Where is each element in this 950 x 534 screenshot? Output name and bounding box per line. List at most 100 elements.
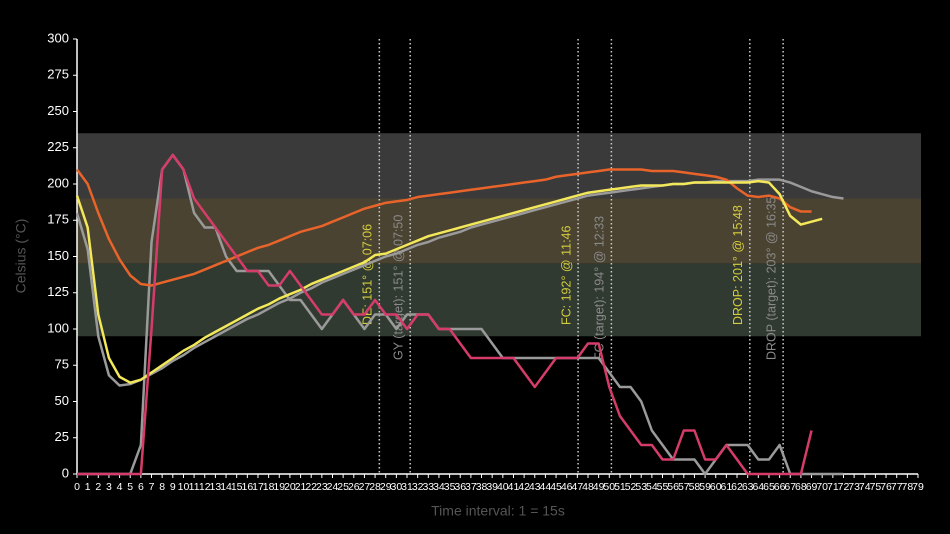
x-tick-label: 79	[912, 481, 924, 493]
x-tick-label: 57	[678, 481, 690, 493]
x-tick-label: 64	[752, 481, 764, 493]
x-tick-label: 6	[138, 481, 144, 493]
series-line	[75, 168, 812, 287]
x-tick-label: 38	[476, 481, 488, 493]
x-tick-label: 37	[465, 481, 477, 493]
x-tick-label: 68	[795, 481, 807, 493]
annotation-label: DROP: 201° @ 15:48	[731, 205, 745, 325]
x-tick-label: 33	[422, 481, 434, 493]
x-tick-label: 7	[149, 481, 155, 493]
x-tick-label: 61	[721, 481, 733, 493]
x-tick-label: 60	[710, 481, 722, 493]
x-tick-label: 5	[127, 481, 133, 493]
x-tick-label: 72	[838, 481, 850, 493]
x-axis-title: Time interval: 1 = 15s	[431, 503, 565, 519]
x-tick-label: 21	[295, 481, 307, 493]
y-tick-label: 50	[55, 393, 69, 408]
y-tick-label: 125	[47, 284, 69, 299]
annotation-label: DROP (target): 203° @ 16:35	[764, 197, 778, 360]
x-tick-label: 34	[433, 481, 445, 493]
y-tick-label: 150	[47, 248, 69, 263]
x-tick-label: 67	[784, 481, 796, 493]
x-tick-label: 28	[369, 481, 381, 493]
x-tick-label: 25	[337, 481, 349, 493]
x-tick-label: 8	[159, 481, 165, 493]
range-band	[77, 263, 921, 337]
x-tick-label: 48	[582, 481, 594, 493]
x-tick-label: 66	[774, 481, 786, 493]
y-tick-label: 100	[47, 320, 69, 335]
x-tick-label: 53	[635, 481, 647, 493]
x-tick-label: 63	[742, 481, 754, 493]
x-tick-label: 78	[902, 481, 914, 493]
range-band	[77, 133, 921, 199]
x-tick-label: 49	[593, 481, 605, 493]
x-tick-label: 52	[625, 481, 637, 493]
series-line	[75, 179, 823, 384]
x-tick-label: 2	[95, 481, 101, 493]
x-tick-label: 46	[561, 481, 573, 493]
x-tick-label: 42	[518, 481, 530, 493]
x-tick-label: 69	[806, 481, 818, 493]
x-tick-label: 39	[486, 481, 498, 493]
x-tick-label: 19	[273, 481, 285, 493]
x-tick-label: 14	[220, 481, 232, 493]
annotation-label: GY (target): 151° @ 07:50	[392, 215, 406, 360]
x-tick-label: 51	[614, 481, 626, 493]
x-tick-label: 59	[699, 481, 711, 493]
x-tick-label: 16	[241, 481, 253, 493]
x-tick-label: 40	[497, 481, 509, 493]
y-tick-label: 75	[55, 357, 69, 372]
x-tick-label: 45	[550, 481, 562, 493]
y-tick-label: 300	[47, 30, 69, 45]
x-tick-label: 11	[189, 481, 200, 493]
x-tick-label: 1	[85, 481, 91, 493]
x-tick-label: 9	[170, 481, 176, 493]
x-tick-label: 75	[870, 481, 882, 493]
x-tick-label: 44	[540, 481, 552, 493]
y-tick-label: 200	[47, 175, 69, 190]
x-tick-label: 58	[689, 481, 701, 493]
y-tick-label: 225	[47, 139, 69, 154]
annotation-label: FC: 192° @ 11:46	[559, 226, 573, 325]
x-tick-label: 65	[763, 481, 775, 493]
x-tick-label: 73	[848, 481, 860, 493]
x-tick-label: 30	[391, 481, 403, 493]
x-tick-label: 15	[231, 481, 243, 493]
series-line	[75, 178, 844, 387]
x-tick-label: 36	[454, 481, 466, 493]
y-tick-label: 0	[62, 465, 69, 480]
x-tick-label: 3	[106, 481, 112, 493]
y-tick-label: 250	[47, 103, 69, 118]
x-tick-label: 77	[891, 481, 903, 493]
x-tick-label: 54	[646, 481, 658, 493]
x-tick-label: 12	[199, 481, 211, 493]
x-tick-label: 32	[412, 481, 424, 493]
x-tick-label: 41	[508, 481, 520, 493]
x-tick-label: 50	[603, 481, 615, 493]
x-tick-label: 17	[252, 481, 264, 493]
x-tick-label: 62	[731, 481, 743, 493]
y-tick-label: 175	[47, 212, 69, 227]
x-tick-label: 18	[263, 481, 275, 493]
x-tick-label: 22	[305, 481, 317, 493]
annotation-label: DE: 151° @ 07:06	[361, 224, 375, 325]
x-tick-label: 20	[284, 481, 296, 493]
x-tick-label: 26	[348, 481, 360, 493]
x-tick-label: 47	[571, 481, 583, 493]
x-tick-label: 23	[316, 481, 328, 493]
x-tick-label: 76	[880, 481, 892, 493]
x-tick-label: 31	[401, 481, 413, 493]
x-tick-label: 56	[667, 481, 679, 493]
series-line	[77, 153, 813, 476]
x-tick-label: 27	[359, 481, 371, 493]
x-tick-label: 74	[859, 481, 871, 493]
x-tick-label: 13	[210, 481, 222, 493]
x-tick-label: 35	[444, 481, 456, 493]
annotation-label: FC (target): 194° @ 12:33	[593, 216, 607, 360]
x-tick-label: 71	[827, 481, 839, 493]
x-tick-label: 4	[117, 481, 123, 493]
x-tick-label: 24	[327, 481, 339, 493]
